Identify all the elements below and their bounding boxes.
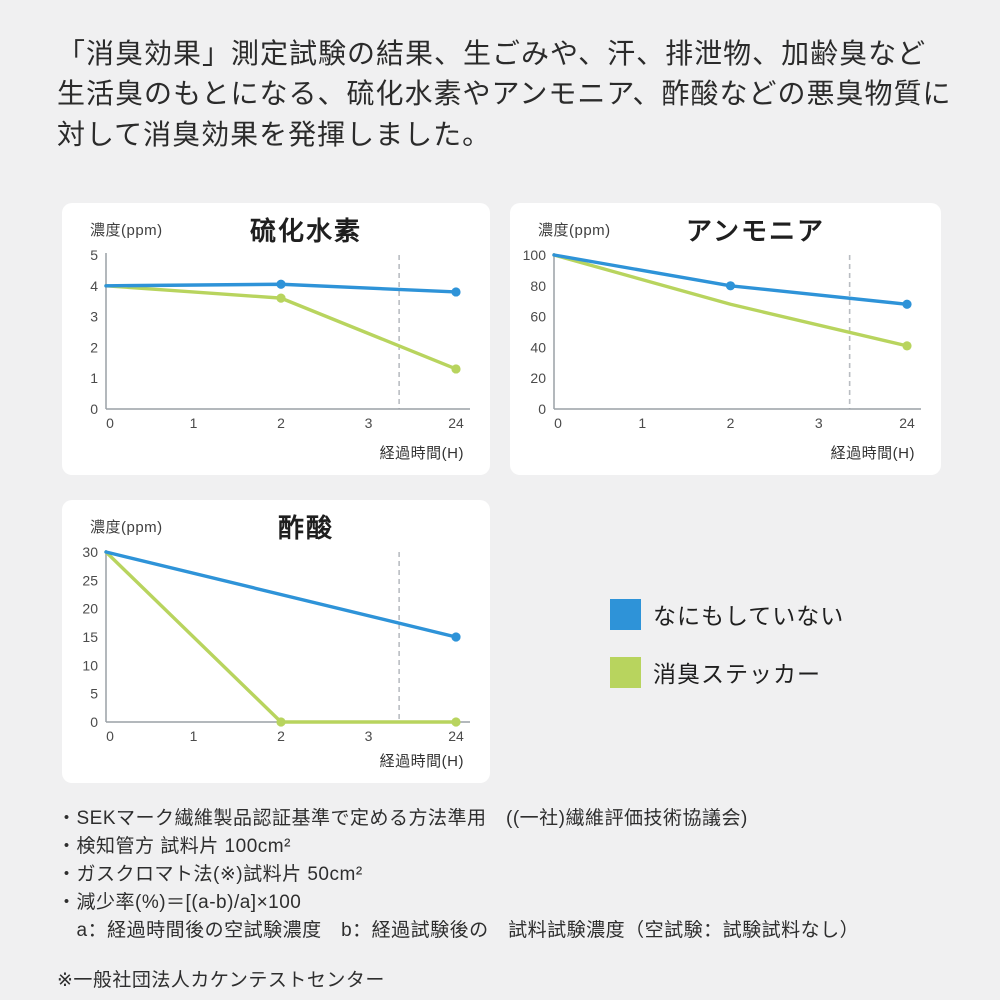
x-tick-label: 1: [638, 415, 646, 431]
footer-note: ・SEKマーク繊維製品認証基準で定める方法準用 ((一社)繊維評価技術協議会): [57, 808, 748, 829]
footer-note: ・ガスクロマト法(※)試料片 50cm²: [57, 864, 363, 885]
y-axis-label: 濃度(ppm): [90, 519, 163, 536]
legend-swatch-untreated: [610, 598, 641, 630]
data-point: [451, 287, 461, 297]
footer-note: ・検知管方 試料片 100cm²: [57, 836, 291, 857]
ammonia-chart: 0 20 40 60 80 100 0 1 2 3 24: [523, 247, 921, 431]
y-tick-label: 20: [82, 601, 98, 617]
hydrogen-sulfide-chart: 0 1 2 3 4 5 0 1 2 3 24: [90, 247, 470, 431]
legend-swatch-sticker: [610, 656, 641, 688]
legend-label-sticker: 消臭ステッカー: [653, 661, 821, 687]
x-tick-label: 3: [365, 728, 373, 744]
x-tick-label: 1: [190, 728, 198, 744]
legend-item-sticker: 消臭ステッカー: [610, 655, 844, 689]
y-tick-label: 2: [90, 339, 98, 355]
footer-note: ・減少率(%)＝[(a-b)/a]×100: [57, 892, 302, 913]
chart-card-acetic-acid: 濃度(ppm) 酢酸 0 5 10 15 20 25 30 0 1 2 3 24 経過時間(H): [62, 500, 490, 783]
y-axis-label: 濃度(ppm): [90, 222, 163, 239]
data-point: [276, 279, 286, 289]
data-point: [276, 293, 286, 303]
footer-org-note: ※一般社団法人カケンテストセンター: [57, 970, 385, 991]
y-tick-label: 20: [530, 370, 546, 386]
x-tick-label: 2: [727, 415, 735, 431]
y-tick-label: 15: [82, 629, 98, 645]
chart-card-ammonia: 濃度(ppm) アンモニア 0 20 40 60 80 100 0 1 2 3 24 経過時間(H): [510, 203, 941, 475]
y-tick-label: 0: [90, 401, 98, 417]
x-tick-label: 0: [106, 415, 114, 431]
data-point: [276, 717, 286, 727]
y-tick-label: 40: [530, 339, 546, 355]
chart-title-acetic-acid: 酢酸: [277, 513, 334, 543]
y-tick-label: 30: [82, 544, 98, 560]
x-tick-label: 3: [815, 415, 823, 431]
chart-title-ammonia: アンモニア: [686, 216, 825, 246]
acetic-acid-chart: 0 5 10 15 20 25 30 0 1 2 3 24: [82, 544, 470, 744]
y-tick-label: 80: [530, 278, 546, 294]
y-tick-label: 1: [90, 370, 98, 386]
chart-title-hydrogen-sulfide: 硫化水素: [249, 216, 362, 246]
x-tick-label: 0: [106, 728, 114, 744]
y-tick-label: 3: [90, 309, 98, 325]
x-axis-label: 経過時間(H): [379, 753, 464, 770]
x-tick-label: 3: [365, 415, 373, 431]
y-tick-label: 10: [82, 657, 98, 673]
y-tick-label: 0: [538, 401, 546, 417]
x-tick-label: 24: [448, 728, 464, 744]
series-line: [552, 253, 909, 348]
x-tick-label: 24: [448, 415, 464, 431]
y-tick-label: 100: [523, 247, 547, 263]
y-tick-label: 5: [90, 686, 98, 702]
x-tick-label: 0: [554, 415, 562, 431]
series-line: [104, 550, 458, 639]
header-description: 「消臭効果」測定試験の結果、生ごみや、汗、排泄物、加齢臭など生活臭のもとになる、…: [57, 38, 952, 150]
data-point: [451, 364, 461, 374]
legend-label-untreated: なにもしていない: [653, 603, 845, 629]
x-tick-label: 24: [899, 415, 915, 431]
data-point: [902, 299, 912, 309]
series-line: [104, 550, 458, 724]
chart-card-hydrogen-sulfide: 濃度(ppm) 硫化水素 0 1 2 3 4 5 0 1 2 3 24 経過時間(H): [62, 203, 490, 475]
legend: なにもしていない 消臭ステッカー: [610, 597, 844, 713]
legend-item-untreated: なにもしていない: [610, 597, 844, 631]
y-axis-label: 濃度(ppm): [538, 222, 611, 239]
x-tick-label: 2: [277, 728, 285, 744]
series-line: [552, 253, 909, 306]
y-tick-label: 4: [90, 278, 98, 294]
y-tick-label: 5: [90, 247, 98, 263]
footer-note: a：経過時間後の空試験濃度 b：経過試験後の 試料試験濃度（空試験：試験試料なし…: [57, 920, 860, 941]
data-point: [451, 632, 461, 642]
x-axis-label: 経過時間(H): [830, 445, 915, 462]
y-tick-label: 0: [90, 714, 98, 730]
footer-notes: ・SEKマーク繊維製品認証基準で定める方法準用 ((一社)繊維評価技術協議会) …: [57, 805, 957, 995]
y-tick-label: 60: [530, 309, 546, 325]
x-tick-label: 2: [277, 415, 285, 431]
data-point: [902, 341, 912, 351]
x-axis-label: 経過時間(H): [379, 445, 464, 462]
data-point: [451, 717, 461, 727]
y-tick-label: 25: [82, 572, 98, 588]
data-point: [725, 281, 736, 291]
x-tick-label: 1: [190, 415, 198, 431]
